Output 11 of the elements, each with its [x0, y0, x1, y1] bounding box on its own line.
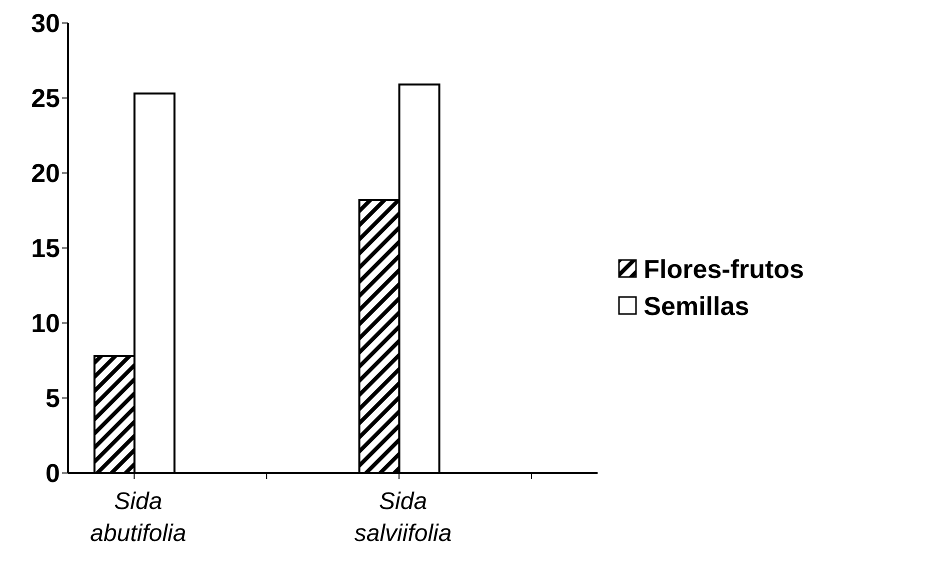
x-tick-label: Sida abutifolia [90, 488, 186, 547]
legend-label: Flores-frutos [644, 254, 804, 284]
y-tick-label: 30 [31, 8, 60, 38]
y-tick-label: 5 [46, 383, 60, 414]
y-tick-label: 20 [31, 158, 60, 188]
y-tick-label: 15 [31, 233, 60, 264]
legend-label: Semillas [644, 290, 750, 322]
y-tick-label: 0 [46, 458, 60, 488]
y-tick-label: 25 [31, 83, 60, 114]
y-tick-label: 10 [31, 308, 60, 338]
x-tick-label: Sida salviifolia [354, 488, 452, 547]
